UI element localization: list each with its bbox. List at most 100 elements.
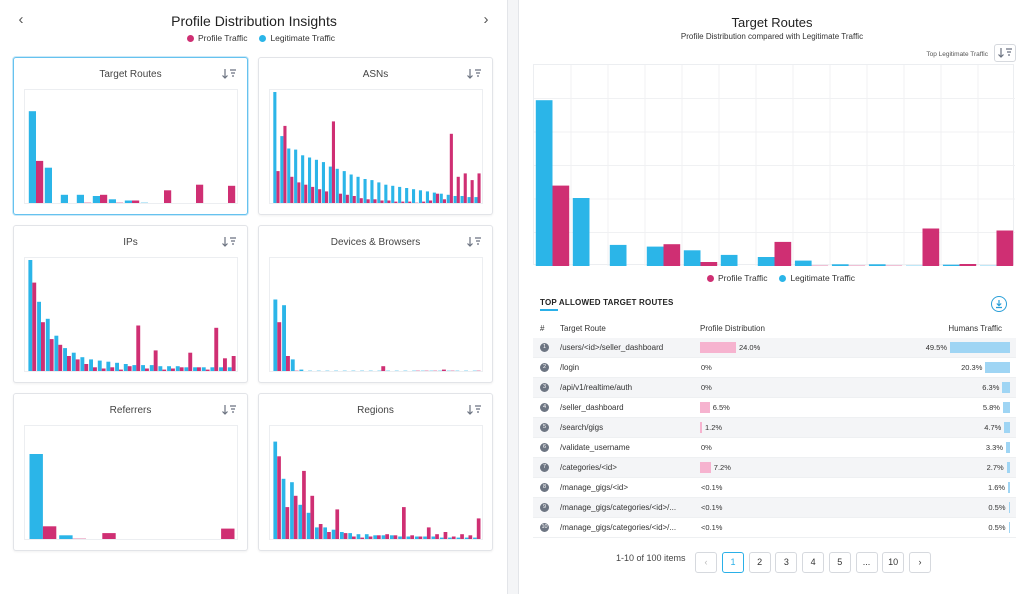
bar-profile[interactable] (164, 190, 172, 204)
bar-legitimate[interactable] (406, 536, 411, 541)
bar-profile[interactable] (285, 507, 290, 540)
bar-legitimate[interactable] (132, 365, 137, 372)
bar-profile[interactable] (368, 536, 373, 541)
bar-legitimate[interactable] (60, 194, 68, 204)
bar-legitimate[interactable] (281, 478, 286, 540)
bar-profile[interactable] (145, 368, 149, 373)
bar-legitimate[interactable] (149, 365, 154, 372)
bar-legitimate[interactable] (398, 186, 402, 204)
prev-page-button[interactable]: ‹ (695, 552, 717, 573)
bar-profile[interactable] (377, 535, 381, 540)
bar-profile[interactable] (422, 201, 426, 204)
bar-legitimate[interactable] (108, 199, 116, 204)
bar-profile[interactable] (394, 201, 398, 204)
bar-legitimate[interactable] (439, 537, 444, 540)
bar-legitimate[interactable] (28, 111, 36, 204)
bar-legitimate[interactable] (439, 193, 443, 204)
bar-legitimate[interactable] (158, 366, 163, 372)
bar-legitimate[interactable] (420, 370, 425, 372)
bar-legitimate[interactable] (54, 335, 59, 372)
bar-legitimate[interactable] (331, 529, 336, 540)
bar-profile[interactable] (325, 191, 329, 204)
bar-profile[interactable] (49, 339, 54, 372)
bar-profile[interactable] (352, 536, 356, 541)
table-row[interactable]: 5/search/gigs 1.2% 4.7% (533, 418, 1016, 438)
card-devices-browsers[interactable]: Devices & Browsers (258, 225, 493, 383)
bar-legitimate[interactable] (29, 454, 43, 540)
bar-profile[interactable] (456, 176, 460, 204)
bar-legitimate[interactable] (308, 370, 312, 372)
bar-legitimate[interactable] (273, 441, 278, 540)
bar-profile[interactable] (196, 184, 204, 204)
card-ips[interactable]: IPs (13, 225, 248, 383)
bar-profile[interactable] (318, 189, 322, 204)
bar-legitimate[interactable] (63, 348, 67, 372)
bar-profile[interactable] (435, 534, 439, 540)
bar-profile[interactable] (463, 173, 467, 204)
bar-legitimate[interactable] (368, 370, 373, 372)
bar-legitimate[interactable] (572, 198, 590, 266)
bar-legitimate[interactable] (323, 527, 327, 540)
bar-profile[interactable] (774, 241, 792, 266)
sort-desc-icon[interactable] (466, 403, 482, 417)
sort-desc-icon[interactable] (221, 235, 237, 249)
col-route[interactable]: Target Route (560, 324, 606, 333)
bar-profile[interactable] (101, 368, 106, 373)
bar-legitimate[interactable] (429, 370, 434, 372)
bar-legitimate[interactable] (405, 188, 409, 204)
bar-legitimate[interactable] (384, 184, 388, 204)
bar-legitimate[interactable] (342, 370, 347, 372)
bar-legitimate[interactable] (418, 190, 422, 204)
table-row[interactable]: 9/manage_gigs/categories/<id>/... <0.1% 0.… (533, 498, 1016, 518)
bar-profile[interactable] (393, 535, 398, 540)
bar-profile[interactable] (58, 344, 63, 372)
bar-legitimate[interactable] (757, 257, 775, 266)
bar-profile[interactable] (476, 370, 481, 372)
sort-desc-icon[interactable] (221, 67, 237, 81)
bar-profile[interactable] (476, 518, 481, 540)
bar-legitimate[interactable] (403, 370, 408, 372)
bar-legitimate[interactable] (381, 535, 386, 540)
bar-legitimate[interactable] (386, 370, 390, 372)
bar-profile[interactable] (460, 534, 464, 540)
bar-legitimate[interactable] (97, 360, 102, 372)
bar-profile[interactable] (277, 322, 282, 372)
bar-profile[interactable] (277, 456, 281, 540)
bar-profile[interactable] (381, 366, 386, 372)
table-row[interactable]: 10/manage_gigs/categories/<id>/... <0.1% 0… (533, 518, 1016, 538)
bar-profile[interactable] (418, 536, 423, 541)
sort-desc-icon[interactable] (221, 403, 237, 417)
bar-legitimate[interactable] (123, 364, 128, 372)
bar-profile[interactable] (153, 350, 158, 372)
bar-profile[interactable] (231, 356, 236, 372)
bar-legitimate[interactable] (535, 100, 553, 266)
bar-profile[interactable] (276, 171, 280, 204)
bar-legitimate[interactable] (321, 162, 325, 204)
bar-legitimate[interactable] (351, 370, 356, 372)
bar-profile[interactable] (132, 200, 140, 205)
bar-profile[interactable] (110, 367, 115, 372)
bar-profile[interactable] (197, 367, 201, 372)
bar-legitimate[interactable] (373, 535, 377, 540)
bar-legitimate[interactable] (299, 369, 304, 372)
bar-profile[interactable] (72, 538, 86, 540)
bar-profile[interactable] (429, 200, 433, 205)
bar-legitimate[interactable] (360, 370, 364, 372)
bar-profile[interactable] (959, 264, 977, 266)
bar-legitimate[interactable] (28, 260, 33, 372)
bar-legitimate[interactable] (356, 176, 360, 204)
bar-profile[interactable] (119, 369, 123, 372)
bar-legitimate[interactable] (201, 367, 206, 372)
bar-legitimate[interactable] (356, 534, 361, 540)
bar-profile[interactable] (310, 495, 315, 540)
bar-legitimate[interactable] (167, 366, 171, 372)
page-button-1[interactable]: 1 (722, 552, 744, 573)
download-button[interactable] (991, 296, 1007, 312)
bar-legitimate[interactable] (414, 536, 419, 541)
bar-legitimate[interactable] (389, 535, 394, 540)
bar-profile[interactable] (221, 528, 235, 540)
bar-legitimate[interactable] (80, 357, 85, 372)
table-row[interactable]: 4/seller_dashboard 6.5% 5.8% (533, 398, 1016, 418)
bar-legitimate[interactable] (37, 301, 41, 372)
bar-legitimate[interactable] (89, 359, 93, 372)
